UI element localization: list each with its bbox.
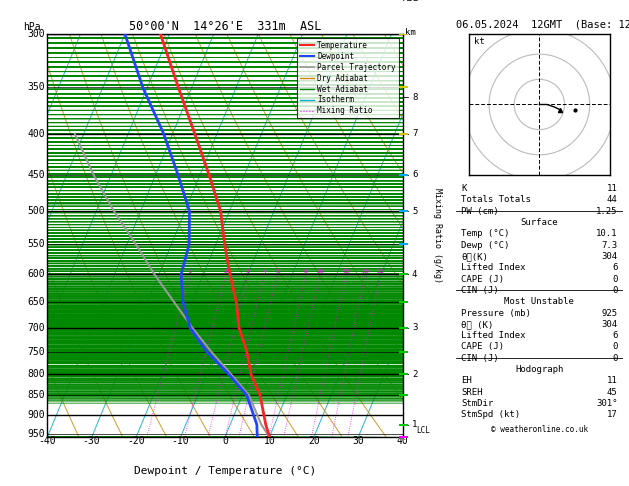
- Text: 4: 4: [412, 270, 418, 279]
- Text: km: km: [405, 29, 416, 37]
- Text: 3: 3: [412, 323, 418, 332]
- Text: CIN (J): CIN (J): [461, 354, 499, 363]
- Text: θᴄ (K): θᴄ (K): [461, 320, 493, 329]
- Text: 4: 4: [262, 269, 266, 275]
- Text: 45: 45: [607, 388, 618, 397]
- Text: -40: -40: [38, 435, 56, 446]
- Text: 17: 17: [607, 410, 618, 419]
- Text: -30: -30: [83, 435, 101, 446]
- Text: 400: 400: [27, 129, 45, 139]
- Text: 925: 925: [601, 309, 618, 317]
- Text: 11: 11: [607, 376, 618, 385]
- Text: Lifted Index: Lifted Index: [461, 331, 525, 340]
- Text: SREH: SREH: [461, 388, 482, 397]
- Text: -10: -10: [172, 435, 189, 446]
- Text: 15: 15: [342, 269, 350, 275]
- Text: 8: 8: [412, 93, 418, 102]
- Text: 600: 600: [27, 269, 45, 279]
- Text: StmSpd (kt): StmSpd (kt): [461, 410, 520, 419]
- Text: K: K: [461, 184, 466, 193]
- Text: Mixing Ratio (g/kg): Mixing Ratio (g/kg): [433, 188, 442, 283]
- Text: 301°: 301°: [596, 399, 618, 408]
- Text: 304: 304: [601, 252, 618, 261]
- Text: Most Unstable: Most Unstable: [504, 297, 574, 306]
- Title: 50°00'N  14°26'E  331m  ASL: 50°00'N 14°26'E 331m ASL: [129, 20, 321, 33]
- Text: 20: 20: [361, 269, 369, 275]
- Text: 750: 750: [27, 347, 45, 357]
- Text: 10: 10: [264, 435, 275, 446]
- Text: Lifted Index: Lifted Index: [461, 263, 525, 272]
- Text: 900: 900: [27, 410, 45, 420]
- Text: 25: 25: [377, 269, 384, 275]
- Text: 20: 20: [308, 435, 320, 446]
- Text: LCL: LCL: [416, 426, 430, 435]
- Text: hPa: hPa: [23, 21, 41, 32]
- Text: 0: 0: [613, 275, 618, 284]
- Text: CAPE (J): CAPE (J): [461, 275, 504, 284]
- Text: Dewp (°C): Dewp (°C): [461, 241, 509, 250]
- Text: 0: 0: [613, 343, 618, 351]
- Text: 800: 800: [27, 369, 45, 379]
- Text: Dewpoint / Temperature (°C): Dewpoint / Temperature (°C): [134, 466, 316, 476]
- Text: 44: 44: [607, 195, 618, 205]
- Text: 5: 5: [276, 269, 279, 275]
- Text: 06.05.2024  12GMT  (Base: 12): 06.05.2024 12GMT (Base: 12): [456, 19, 629, 29]
- Text: 10.1: 10.1: [596, 229, 618, 239]
- Text: © weatheronline.co.uk: © weatheronline.co.uk: [491, 425, 588, 434]
- Text: -20: -20: [127, 435, 145, 446]
- Text: Temp (°C): Temp (°C): [461, 229, 509, 239]
- Text: 1: 1: [188, 269, 192, 275]
- Text: 2: 2: [224, 269, 228, 275]
- Text: kt: kt: [474, 37, 485, 46]
- Text: 500: 500: [27, 206, 45, 216]
- Text: 450: 450: [27, 170, 45, 180]
- Text: 2: 2: [412, 370, 418, 379]
- Text: Pressure (mb): Pressure (mb): [461, 309, 531, 317]
- Text: StmDir: StmDir: [461, 399, 493, 408]
- Text: 7: 7: [412, 129, 418, 139]
- Text: 304: 304: [601, 320, 618, 329]
- Text: 3: 3: [246, 269, 250, 275]
- Text: CAPE (J): CAPE (J): [461, 343, 504, 351]
- Text: ASL: ASL: [403, 0, 418, 3]
- Text: 6: 6: [613, 263, 618, 272]
- Text: 30: 30: [352, 435, 364, 446]
- Text: CIN (J): CIN (J): [461, 286, 499, 295]
- Text: 700: 700: [27, 323, 45, 333]
- Text: 6: 6: [412, 170, 418, 179]
- Text: θᴄ(K): θᴄ(K): [461, 252, 488, 261]
- Text: 1.25: 1.25: [596, 207, 618, 216]
- Text: Surface: Surface: [521, 218, 558, 227]
- Text: 950: 950: [27, 429, 45, 439]
- Text: 7.3: 7.3: [601, 241, 618, 250]
- Text: 10: 10: [316, 269, 324, 275]
- Text: Hodograph: Hodograph: [515, 365, 564, 374]
- Text: 650: 650: [27, 297, 45, 307]
- Text: 6: 6: [613, 331, 618, 340]
- Text: 5: 5: [412, 207, 418, 216]
- Text: 0: 0: [613, 354, 618, 363]
- Text: 300: 300: [27, 29, 45, 39]
- Text: PW (cm): PW (cm): [461, 207, 499, 216]
- Text: 0: 0: [613, 286, 618, 295]
- Text: 550: 550: [27, 239, 45, 249]
- Text: 350: 350: [27, 83, 45, 92]
- Text: 1: 1: [412, 420, 418, 429]
- Text: 11: 11: [607, 184, 618, 193]
- Text: 850: 850: [27, 390, 45, 400]
- Legend: Temperature, Dewpoint, Parcel Trajectory, Dry Adiabat, Wet Adiabat, Isotherm, Mi: Temperature, Dewpoint, Parcel Trajectory…: [297, 38, 399, 119]
- Text: 8: 8: [304, 269, 308, 275]
- Text: 40: 40: [397, 435, 408, 446]
- Text: 0: 0: [222, 435, 228, 446]
- Text: EH: EH: [461, 376, 472, 385]
- Text: Totals Totals: Totals Totals: [461, 195, 531, 205]
